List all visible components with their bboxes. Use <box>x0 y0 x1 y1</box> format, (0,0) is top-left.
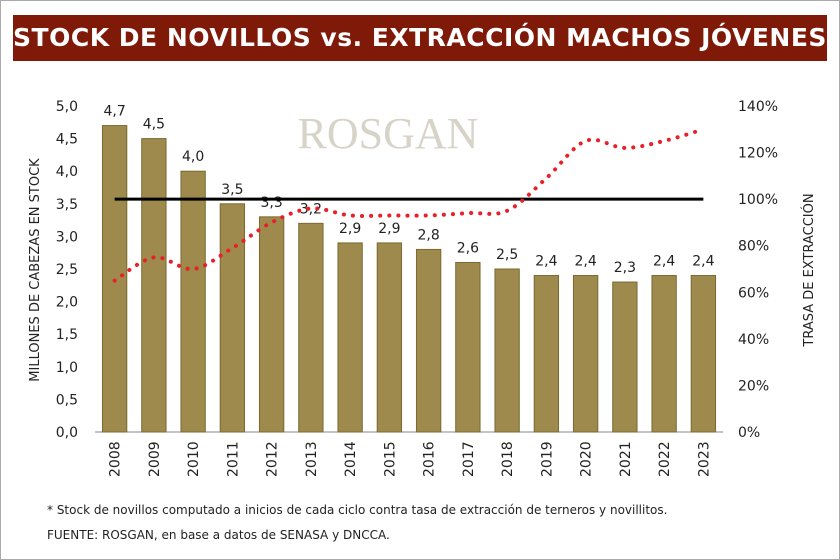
bar-data-label: 3,5 <box>221 182 243 198</box>
bar-data-label: 2,9 <box>378 221 400 237</box>
bar <box>455 261 481 433</box>
y-tick-label: 3,0 <box>56 229 78 245</box>
bar-data-label: 2,3 <box>614 260 636 276</box>
bar-data-label: 2,4 <box>574 254 596 270</box>
extraction-rate-line <box>112 127 706 283</box>
watermark-logo: ROSGAN <box>298 109 479 158</box>
y-tick-label: 2,0 <box>56 295 78 311</box>
x-tick-label: 2008 <box>108 441 124 477</box>
y-tick-label: 4,5 <box>56 132 78 148</box>
bar <box>180 170 206 433</box>
x-tick-label: 2010 <box>186 441 202 477</box>
bar-data-label: 2,4 <box>653 254 675 270</box>
x-tick-label: 2019 <box>539 441 555 477</box>
y2-tick-label: 20% <box>738 378 769 394</box>
y2-tick-label: 80% <box>738 239 769 255</box>
bar <box>376 242 403 433</box>
y-tick-label: 5,0 <box>56 99 78 115</box>
bar <box>651 275 677 433</box>
x-tick-label: 2013 <box>304 441 320 477</box>
bar-data-label: 4,0 <box>182 149 204 165</box>
bar <box>258 216 285 433</box>
x-tick-label: 2014 <box>343 441 359 477</box>
bar-data-label: 3,3 <box>260 195 282 211</box>
y-tick-label: 1,5 <box>56 327 78 343</box>
bar-data-label: 2,9 <box>339 221 361 237</box>
x-tick-label: 2012 <box>265 441 281 477</box>
bar <box>141 138 167 433</box>
y2-tick-label: 100% <box>738 192 778 208</box>
bar <box>690 275 717 433</box>
bar <box>572 275 599 433</box>
y2-tick-label: 40% <box>738 332 769 348</box>
y2-tick-label: 60% <box>738 285 769 301</box>
x-tick-label: 2015 <box>382 441 398 477</box>
y-tick-label: 3,5 <box>56 197 78 213</box>
x-tick-label: 2020 <box>579 441 595 477</box>
bar <box>219 203 246 433</box>
y2-axis-label: TRASA DE EXTRACCIÓN <box>801 193 817 347</box>
bar-data-label: 2,4 <box>535 254 557 270</box>
x-tick-label: 2023 <box>696 441 712 477</box>
x-tick-label: 2011 <box>225 441 241 477</box>
y-axis-label: MILLONES DE CABEZAS EN STOCK <box>28 158 43 382</box>
bar <box>298 222 324 433</box>
bar-data-label: 2,6 <box>457 240 479 256</box>
y-tick-label: 2,5 <box>56 262 78 278</box>
x-tick-label: 2018 <box>500 441 516 477</box>
y2-tick-label: 120% <box>738 146 778 162</box>
bar-data-label: 3,2 <box>300 201 322 217</box>
chart-title: STOCK DE NOVILLOS vs. EXTRACCIÓN MACHOS … <box>13 15 827 61</box>
bar <box>415 248 442 433</box>
y-tick-label: 0,5 <box>56 392 78 408</box>
bar-data-label: 2,4 <box>692 254 714 270</box>
footnote: * Stock de novillos computado a inicios … <box>47 503 668 517</box>
x-tick-label: 2016 <box>422 441 438 477</box>
bar <box>337 242 363 433</box>
y-tick-label: 0,0 <box>56 425 78 441</box>
x-tick-label: 2022 <box>657 441 673 477</box>
x-tick-label: 2017 <box>461 441 477 477</box>
source-note: FUENTE: ROSGAN, en base a datos de SENAS… <box>47 528 390 542</box>
x-tick-label: 2021 <box>618 441 634 477</box>
y-tick-label: 1,0 <box>56 360 78 376</box>
y2-tick-label: 140% <box>738 99 778 115</box>
bar-data-label: 4,5 <box>143 117 165 133</box>
bar-data-label: 4,7 <box>103 104 125 120</box>
x-tick-label: 2009 <box>147 441 163 477</box>
bar <box>494 268 520 433</box>
bar <box>533 275 560 433</box>
bar <box>612 281 638 433</box>
y-tick-label: 4,0 <box>56 164 78 180</box>
bar-data-label: 2,5 <box>496 247 518 263</box>
y2-tick-label: 0% <box>738 425 760 441</box>
bar-data-label: 2,8 <box>417 227 439 243</box>
